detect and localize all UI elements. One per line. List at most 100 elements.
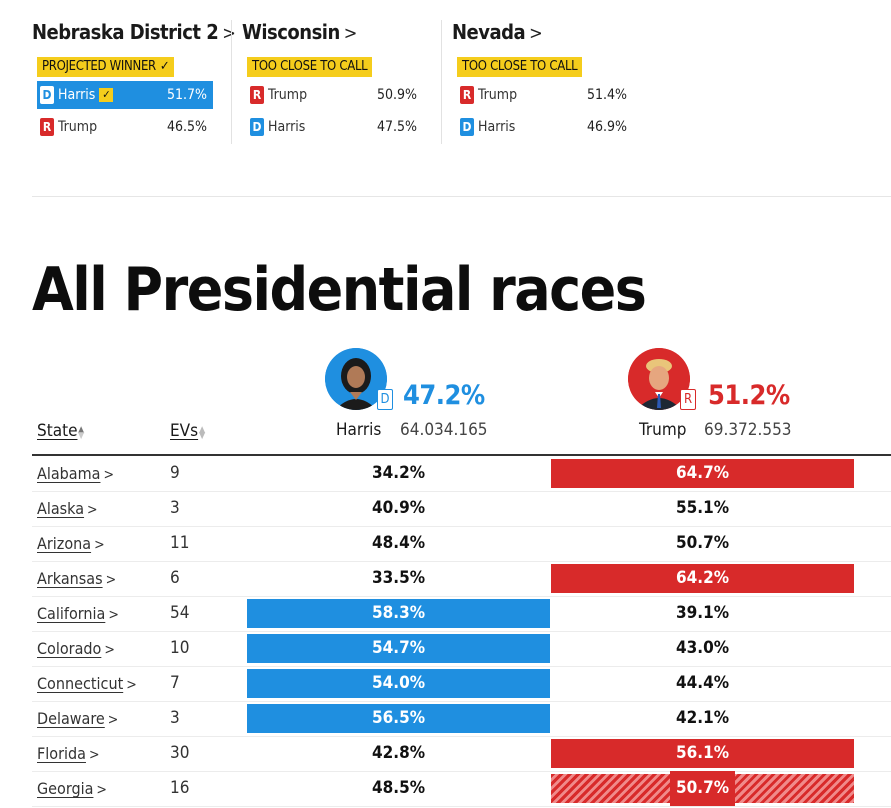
harris-pct: 54.0% (371, 673, 426, 693)
harris-pct: 34.2% (371, 463, 426, 483)
harris-win-bar (247, 634, 550, 663)
chevron-right-icon: > (108, 607, 119, 623)
harris-pct: 33.5% (371, 568, 426, 588)
state-name: Arkansas (37, 569, 103, 588)
table-row: Alabama >9 34.2% 64.7% (32, 456, 891, 492)
trump-win-bar (551, 564, 854, 593)
state-link[interactable]: Georgia > (37, 771, 107, 808)
state-link[interactable]: California > (37, 596, 119, 633)
sort-icon[interactable]: ▲ ▼ (199, 425, 206, 441)
page-title: All Presidential races (32, 255, 647, 325)
trump-win-bar (551, 739, 854, 768)
check-icon: ✓ (159, 59, 170, 74)
sort-asc-icon[interactable]: ▲ ▼ (78, 425, 85, 441)
status-badge: TOO CLOSE TO CALL (457, 57, 583, 77)
electoral-votes: 54 (170, 603, 190, 623)
harris-name: Harris (336, 420, 382, 440)
party-badge-dem: D (40, 86, 54, 104)
chevron-right-icon: > (88, 747, 100, 763)
state-name: Alaska (37, 499, 85, 518)
harris-win-bar (247, 599, 550, 628)
state-link[interactable]: Colorado > (37, 631, 115, 668)
chevron-right-icon: > (126, 677, 137, 693)
candidate-row: R Trump 50.9% (247, 81, 423, 109)
electoral-votes: 3 (170, 498, 180, 518)
party-badge-rep: R (250, 86, 264, 104)
chevron-right-icon: > (529, 23, 543, 44)
card-divider (231, 20, 232, 144)
harris-win-bar (247, 669, 550, 698)
trump-pct: 44.4% (675, 673, 730, 693)
candidate-row: D Harris ✓ 51.7% (37, 81, 213, 109)
trump-pct: 43.0% (675, 638, 730, 658)
candidate-name: Trump (268, 87, 308, 103)
race-card-title[interactable]: Nevada > (452, 20, 543, 44)
state-name: Alabama (37, 464, 101, 483)
candidate-row: R Trump 46.5% (37, 113, 213, 141)
harris-pct: 58.3% (371, 603, 426, 623)
column-header-evs[interactable]: EVs (170, 421, 199, 441)
table-row: Alaska >3 40.9% 55.1% (32, 491, 891, 527)
table-header-rule (32, 454, 891, 456)
electoral-votes: 11 (170, 533, 190, 553)
candidate-row: R Trump 51.4% (457, 81, 633, 109)
state-link[interactable]: Delaware > (37, 701, 118, 738)
table-row: Delaware >3 56.5% 42.1% (32, 701, 891, 737)
harris-total-pct: 47.2% (403, 380, 485, 411)
candidate-pct: 51.4% (586, 87, 627, 103)
state-name: Connecticut (37, 674, 124, 693)
candidate-row: D Harris 46.9% (457, 113, 633, 141)
candidate-name: Harris (58, 87, 96, 103)
trump-pct: 39.1% (675, 603, 730, 623)
state-link[interactable]: Arkansas > (37, 561, 116, 598)
candidate-name: Trump (478, 87, 518, 103)
winner-check-icon: ✓ (99, 88, 114, 102)
electoral-votes: 7 (170, 673, 180, 693)
candidate-pct: 50.9% (376, 87, 417, 103)
chevron-right-icon: > (222, 23, 236, 44)
trump-pct-label: 50.7% (669, 771, 736, 806)
electoral-votes: 30 (170, 743, 190, 763)
race-card-title[interactable]: Wisconsin > (242, 20, 357, 44)
table-row: Georgia >16 48.5% 50.7% (32, 771, 891, 807)
electoral-votes: 6 (170, 568, 180, 588)
state-name: Arizona (37, 534, 92, 553)
harris-win-bar (247, 704, 550, 733)
table-row: Colorado > 10 54.7% 43.0% (32, 631, 891, 667)
electoral-votes: 10 (170, 638, 190, 658)
electoral-votes: 16 (170, 778, 190, 798)
harris-votes: 64.034.165 (400, 420, 488, 440)
harris-pct: 54.7% (371, 638, 426, 658)
chevron-right-icon: > (96, 782, 107, 798)
state-link[interactable]: Alaska > (37, 491, 98, 528)
chevron-right-icon: > (103, 467, 115, 483)
state-name: Delaware (37, 709, 105, 728)
trump-pct: 56.1% (675, 743, 730, 763)
state-name: Colorado (37, 639, 102, 658)
race-card-title[interactable]: Nebraska District 2 > (32, 20, 236, 44)
trump-total-pct: 51.2% (708, 380, 790, 411)
chevron-right-icon: > (87, 502, 98, 518)
trump-win-bar (551, 459, 854, 488)
candidate-name: Trump (58, 119, 98, 135)
status-badge: PROJECTED WINNER ✓ (37, 57, 175, 77)
harris-pct: 56.5% (371, 708, 426, 728)
card-divider (441, 20, 442, 144)
trump-pct: 42.1% (675, 708, 730, 728)
column-header-state[interactable]: State (37, 421, 78, 441)
candidate-pct: 46.9% (586, 119, 627, 135)
status-badge: TOO CLOSE TO CALL (247, 57, 373, 77)
candidate-pct: 51.7% (166, 87, 207, 103)
state-link[interactable]: Arizona > (37, 526, 105, 563)
state-name: California (37, 604, 106, 623)
harris-pct: 42.8% (371, 743, 426, 763)
avatar-trump (628, 348, 690, 410)
state-link[interactable]: Connecticut > (37, 666, 137, 703)
chevron-right-icon: > (105, 572, 117, 588)
candidate-pct: 46.5% (166, 119, 207, 135)
state-link[interactable]: Florida > (37, 736, 100, 773)
state-name: Florida (37, 744, 86, 763)
trump-pct: 64.2% (675, 568, 730, 588)
candidate-name: Harris (478, 119, 516, 135)
state-link[interactable]: Alabama > (37, 456, 114, 493)
